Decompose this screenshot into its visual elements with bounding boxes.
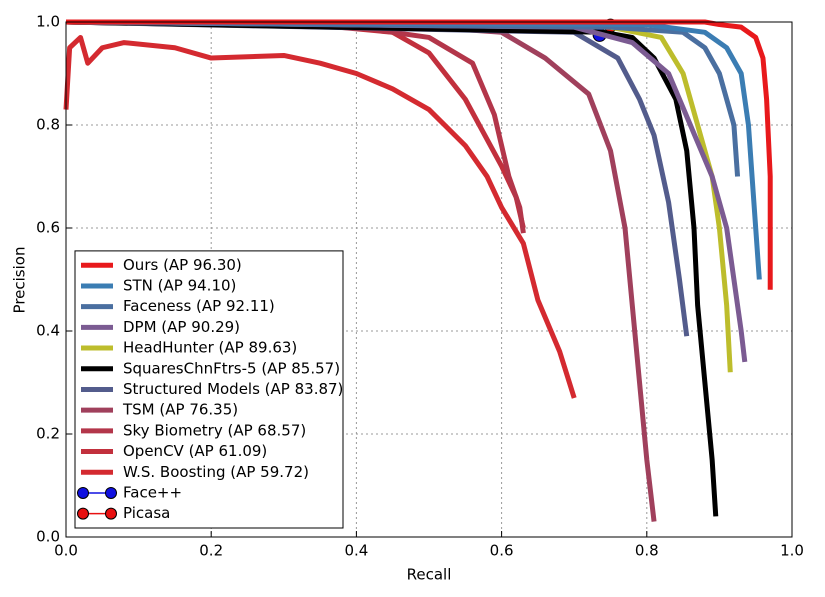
legend-label: Faceness (AP 92.11) xyxy=(123,297,275,315)
y-tick-label: 0.8 xyxy=(36,116,60,134)
x-tick-label: 0.8 xyxy=(635,542,659,560)
legend-label: Structured Models (AP 83.87) xyxy=(123,380,343,398)
legend-marker xyxy=(105,486,117,499)
x-tick-label: 0.6 xyxy=(490,542,514,560)
legend-label: OpenCV (AP 61.09) xyxy=(123,442,267,460)
y-tick-label: 0.4 xyxy=(36,322,60,340)
y-tick-label: 0.2 xyxy=(36,425,60,443)
legend-label: DPM (AP 90.29) xyxy=(123,318,240,336)
legend-marker xyxy=(105,507,117,520)
legend-label: SquaresChnFtrs-5 (AP 85.57) xyxy=(123,359,340,377)
curve xyxy=(65,19,526,234)
legend-box xyxy=(74,250,344,529)
legend-label: TSM (AP 76.35) xyxy=(122,401,238,419)
curve xyxy=(65,19,741,177)
curve xyxy=(65,19,719,517)
legend-label: Ours (AP 96.30) xyxy=(123,256,242,274)
x-tick-label: 0.2 xyxy=(199,542,223,560)
legend-marker xyxy=(77,507,89,520)
y-tick-label: 1.0 xyxy=(36,13,60,31)
y-axis-label: Precision xyxy=(11,247,29,314)
legend-label: W.S. Boosting (AP 59.72) xyxy=(123,463,309,481)
legend-marker xyxy=(77,486,89,499)
legend-label: HeadHunter (AP 89.63) xyxy=(123,339,297,357)
legend-label: Face++ xyxy=(123,483,182,501)
legend: Ours (AP 96.30) STN (AP 94.10) Faceness (A… xyxy=(74,250,344,529)
curve xyxy=(65,19,690,337)
curve xyxy=(63,34,577,399)
legend-label: Picasa xyxy=(123,504,170,522)
legend-label: STN (AP 94.10) xyxy=(123,276,236,294)
x-axis-label: Recall xyxy=(407,566,452,584)
y-tick-label: 0.0 xyxy=(36,528,60,546)
y-tick-label: 0.6 xyxy=(36,219,60,237)
plot-frame xyxy=(65,21,793,538)
curve xyxy=(65,19,748,363)
curve xyxy=(66,19,773,290)
curve xyxy=(65,19,762,280)
x-tick-label: 0.4 xyxy=(344,542,368,560)
legend-label: Sky Biometry (AP 68.57) xyxy=(123,421,306,439)
x-tick-label: 1.0 xyxy=(780,542,804,560)
x-tick-label: 0.0 xyxy=(54,542,78,560)
